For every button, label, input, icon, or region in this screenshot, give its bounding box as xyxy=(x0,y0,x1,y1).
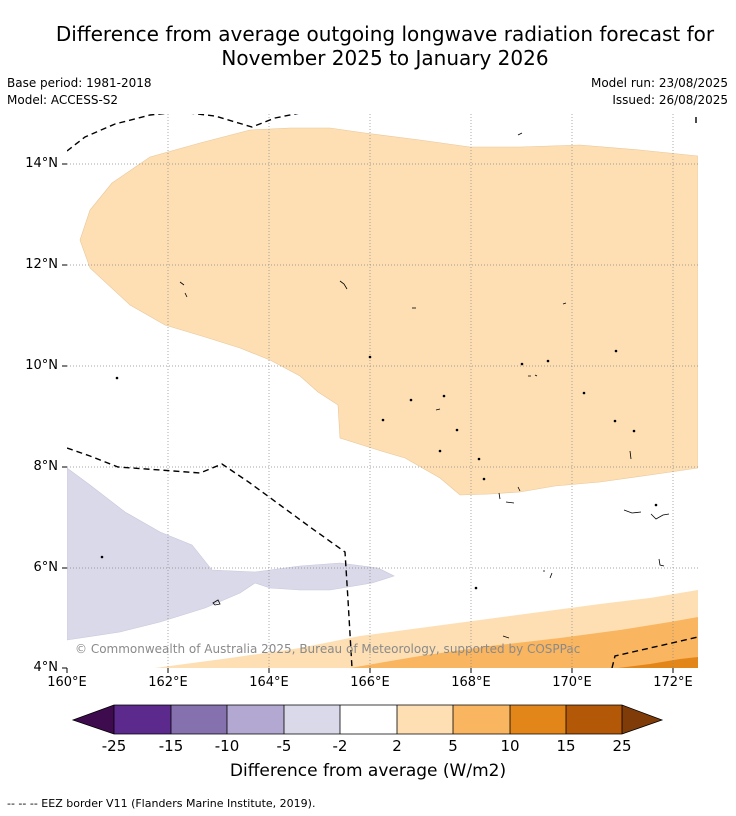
issued-text: Issued: 26/08/2025 xyxy=(612,93,728,107)
colorbar-tick-label: 5 xyxy=(448,737,458,755)
island xyxy=(482,477,486,481)
island xyxy=(654,503,658,507)
colorbar-segment xyxy=(566,705,622,734)
copyright-text: © Commonwealth of Australia 2025, Bureau… xyxy=(75,642,580,656)
colorbar-segment xyxy=(114,705,171,734)
lat-label-6n: 6°N xyxy=(33,560,59,575)
island xyxy=(502,635,510,639)
lon-label-170e: 170°E xyxy=(552,675,592,690)
colorbar-segment xyxy=(284,705,340,734)
island xyxy=(455,428,459,432)
eez-border-north xyxy=(67,114,299,152)
island xyxy=(339,280,348,290)
map-frame xyxy=(62,163,674,673)
island xyxy=(623,509,642,514)
colorbar-segment xyxy=(510,705,566,734)
base-period-text: Base period: 1981-2018 xyxy=(7,76,152,90)
island xyxy=(658,558,665,567)
lat-label-8n: 8°N xyxy=(33,459,59,474)
island xyxy=(528,374,538,377)
island xyxy=(409,398,413,402)
colorbar-tick-label: 10 xyxy=(500,737,520,755)
title-line-2: November 2025 to January 2026 xyxy=(221,46,549,70)
colorbar-tick-label: -2 xyxy=(332,737,348,755)
colorbar-tick-label: 2 xyxy=(392,737,402,755)
colorbar-outline xyxy=(71,704,664,735)
colorbar-label: Difference from average (W/m2) xyxy=(229,761,507,781)
meta-right: Model run: 23/08/2025 Issued: 26/08/2025 xyxy=(591,75,728,109)
map-title: Difference from average outgoing longwav… xyxy=(20,22,736,70)
lat-label-14n: 14°N xyxy=(25,156,58,171)
island xyxy=(474,586,478,590)
lon-label-164e: 164°E xyxy=(249,675,289,690)
colorbar-extend-low xyxy=(73,705,114,734)
island xyxy=(543,570,553,579)
island xyxy=(632,429,636,433)
island xyxy=(442,394,446,398)
colorbar-segment xyxy=(453,705,510,734)
anomaly-region-positive-south-10-15 xyxy=(618,657,698,668)
meta-left: Base period: 1981-2018 Model: ACCESS-S2 xyxy=(7,75,152,109)
axis-ticks xyxy=(62,163,674,673)
island xyxy=(381,418,385,422)
island xyxy=(613,419,617,423)
map-plot-area xyxy=(67,114,698,668)
colorbar-tick-label: 25 xyxy=(612,737,632,755)
lon-label-168e: 168°E xyxy=(451,675,491,690)
colorbar-extend-high xyxy=(622,705,662,734)
island xyxy=(520,362,524,366)
colorbar xyxy=(71,704,664,735)
lon-label-160e: 160°E xyxy=(47,675,87,690)
island xyxy=(368,355,372,359)
lon-label-166e: 166°E xyxy=(350,675,390,690)
eez-border-southeast xyxy=(611,636,698,668)
island xyxy=(498,492,515,504)
colorbar-segment xyxy=(227,705,284,734)
island xyxy=(546,359,550,363)
eez-legend-note: -- -- -- EEZ border V11 (Flanders Marine… xyxy=(7,797,316,810)
island xyxy=(517,486,521,492)
grid-lines xyxy=(67,114,698,668)
lat-label-10n: 10°N xyxy=(25,358,58,373)
anomaly-region-positive-north xyxy=(79,127,698,496)
island xyxy=(100,555,104,559)
lat-label-12n: 12°N xyxy=(25,257,58,272)
lon-label-172e: 172°E xyxy=(653,675,693,690)
island xyxy=(477,457,481,461)
colorbar-segment xyxy=(340,705,397,734)
island xyxy=(115,376,119,380)
colorbar-tick-label: -10 xyxy=(214,737,240,755)
title-line-1: Difference from average outgoing longwav… xyxy=(55,22,715,46)
colorbar-tick-label: -15 xyxy=(158,737,184,755)
colorbar-segment xyxy=(397,705,453,734)
model-text: Model: ACCESS-S2 xyxy=(7,93,119,107)
anomaly-region-positive-south-5-10 xyxy=(350,617,698,668)
colorbar-tick-label: 15 xyxy=(556,737,576,755)
island xyxy=(438,449,442,453)
island xyxy=(650,513,670,520)
island xyxy=(179,281,188,298)
islands xyxy=(100,132,670,639)
anomaly-region-negative-west xyxy=(67,467,395,641)
island xyxy=(212,599,221,606)
lat-label-4n: 4°N xyxy=(33,660,59,675)
colorbar-tick-label: -25 xyxy=(101,737,127,755)
island xyxy=(517,132,523,136)
eez-borders xyxy=(67,114,698,668)
island xyxy=(435,408,441,411)
island xyxy=(562,302,567,305)
island xyxy=(629,450,632,460)
model-run-text: Model run: 23/08/2025 xyxy=(590,76,728,90)
island xyxy=(614,349,618,353)
island xyxy=(582,391,586,395)
colorbar-tick-label: -5 xyxy=(276,737,292,755)
colorbar-segment xyxy=(171,705,227,734)
lon-label-162e: 162°E xyxy=(148,675,188,690)
